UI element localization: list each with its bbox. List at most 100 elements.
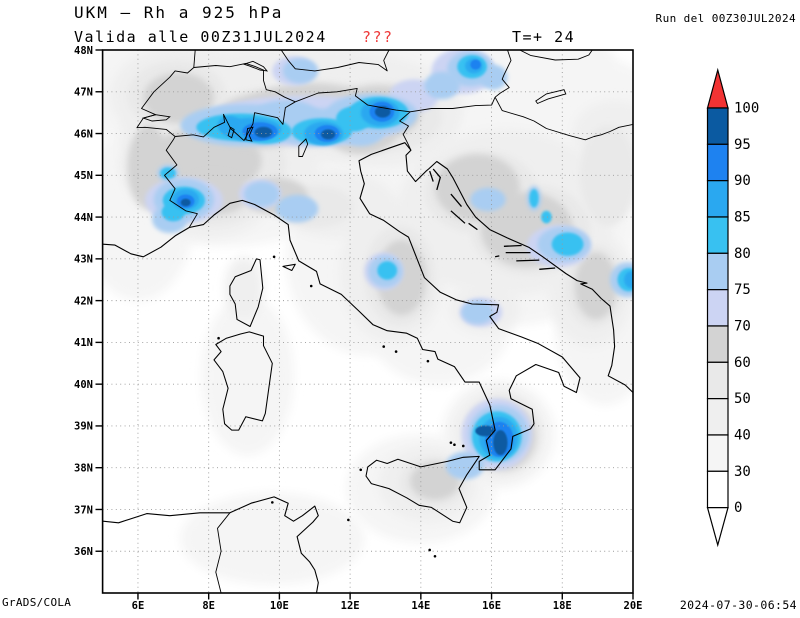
lake-outline xyxy=(298,138,309,157)
lake-outline xyxy=(242,60,269,72)
coastline-path xyxy=(103,142,633,471)
lat-label: 41N xyxy=(74,337,93,349)
field-patch xyxy=(461,300,494,324)
small-island-dot xyxy=(449,441,453,444)
small-island-dot xyxy=(359,468,363,472)
island-chain-line xyxy=(516,259,540,262)
border-path xyxy=(494,96,633,141)
lat-label: 40N xyxy=(74,379,93,391)
border-path xyxy=(519,50,593,61)
field-patch xyxy=(160,167,176,179)
valid-time-label: Valida alle 00Z31JUL2024 xyxy=(74,28,327,46)
axis-label-layer: 48N 47N 46N 45N 44N 43N 42N 41N 40N 39N 38N 37N 36N 6… xyxy=(74,45,642,612)
colorbar-label: 50 xyxy=(734,391,751,407)
forecast-hour-label: T=+ 24 xyxy=(512,28,576,46)
field-patch xyxy=(217,116,243,135)
colorbar-label: 90 xyxy=(734,173,751,189)
field-patch xyxy=(579,125,633,226)
field-patch xyxy=(624,271,633,289)
colorbar-segment xyxy=(706,361,729,400)
colorbar-segment xyxy=(706,107,729,145)
lake-outline xyxy=(227,126,235,139)
lat-label: 48N xyxy=(74,45,93,57)
field-patch xyxy=(410,462,460,500)
lake-outline xyxy=(245,126,254,142)
field-patch xyxy=(244,181,280,207)
field-patch xyxy=(475,425,496,437)
island-chain-line xyxy=(432,168,442,191)
lat-label: 46N xyxy=(74,128,93,140)
lon-label: 6E xyxy=(132,600,145,612)
small-island-dot xyxy=(272,255,276,259)
lat-label: 47N xyxy=(74,87,93,99)
coastline-path xyxy=(103,496,319,593)
field-patch xyxy=(551,232,584,256)
colorbar-label: 95 xyxy=(734,137,751,153)
field-patch xyxy=(541,210,552,224)
small-island-dot xyxy=(453,443,456,447)
colorbar-segment xyxy=(706,216,729,254)
lat-label: 43N xyxy=(74,254,93,266)
small-island-dot xyxy=(382,345,386,348)
island-outline xyxy=(229,258,264,328)
field-patch xyxy=(201,296,294,456)
colorbar-label: 70 xyxy=(734,319,751,335)
island-chain-line xyxy=(450,193,462,208)
lat-label: 42N xyxy=(74,295,93,307)
colorbar-label: 0 xyxy=(734,500,742,516)
grads-credit: GrADS/COLA xyxy=(2,596,72,609)
border-path xyxy=(410,97,496,113)
colorbar-label: 100 xyxy=(734,101,759,117)
map-frame-layer xyxy=(95,49,634,600)
coastline-layer xyxy=(103,50,633,593)
island-chain-line xyxy=(468,222,478,231)
island-chain-line xyxy=(494,255,500,258)
field-patch xyxy=(224,256,264,320)
creation-timestamp: 2024-07-30-06:54 xyxy=(679,598,797,612)
field-patch xyxy=(479,64,508,90)
small-island-dot xyxy=(394,350,398,353)
colorbar-segment xyxy=(706,325,729,363)
field-patch xyxy=(180,198,191,207)
field-patch xyxy=(377,261,398,280)
small-island-dot xyxy=(271,501,274,504)
colorbar-segment xyxy=(706,398,729,436)
field-patch xyxy=(180,492,365,585)
island-chain-line xyxy=(450,210,466,224)
lat-label: 39N xyxy=(74,421,93,433)
field-patch xyxy=(254,126,273,138)
small-island-dot xyxy=(433,554,437,558)
field-patch xyxy=(493,430,508,456)
small-island-dot xyxy=(309,284,313,288)
small-island-dot xyxy=(426,359,430,363)
small-island-dot xyxy=(428,548,431,552)
colorbar-label: 30 xyxy=(734,464,751,480)
colorbar-label: 80 xyxy=(734,246,751,262)
lon-label: 12E xyxy=(341,600,360,612)
border-path xyxy=(136,50,196,137)
missing-field-marker: ??? xyxy=(362,28,394,46)
border-path xyxy=(494,50,512,98)
border-path xyxy=(295,87,412,151)
lon-label: 20E xyxy=(624,600,643,612)
field-patch xyxy=(374,106,391,118)
border-path xyxy=(193,62,296,103)
colorbar-label: 40 xyxy=(734,428,751,444)
island-chain-line xyxy=(539,267,556,270)
colorbar-segment xyxy=(706,434,729,472)
border-path xyxy=(215,512,231,593)
small-island-dot xyxy=(347,518,350,522)
colorbar-label: 75 xyxy=(734,282,751,298)
field-patch xyxy=(321,129,336,140)
colorbar-segment xyxy=(706,180,729,218)
colorbar-underflow-arrow xyxy=(706,507,729,548)
field-patch xyxy=(445,451,485,480)
small-island-dot xyxy=(217,336,220,340)
colorbar-overflow-arrow xyxy=(706,67,729,109)
colorbar-label: 85 xyxy=(734,210,751,226)
border-path xyxy=(175,101,296,142)
island-outline xyxy=(213,331,273,431)
lat-label: 45N xyxy=(74,170,93,182)
lake-outline xyxy=(535,89,567,105)
